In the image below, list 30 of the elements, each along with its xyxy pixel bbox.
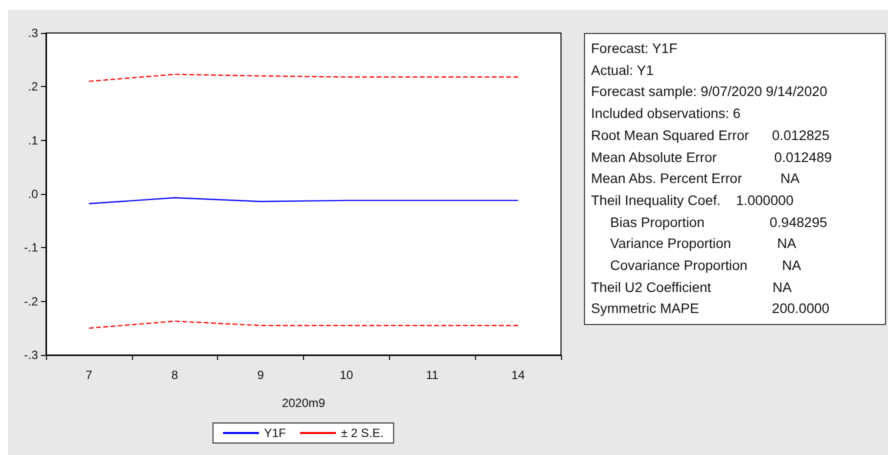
y-tick-label: -.2	[24, 294, 38, 308]
x-axis-title: 2020m9	[282, 396, 326, 410]
text: Bias Proportion 0.948295	[609, 214, 828, 232]
text: Mean Absolute Error 0.012489	[591, 148, 833, 167]
y-tick-label: .1	[28, 133, 38, 148]
y-tick-label: .3	[28, 26, 38, 40]
text: Symmetric MAPE 200.0000	[591, 300, 830, 318]
y-tick-label: .2	[28, 80, 38, 94]
text: Mean Abs. Percent Error NA	[591, 170, 801, 188]
y-tick-label: -.1	[24, 240, 38, 255]
text: Actual: Y1	[591, 62, 655, 80]
legend-label: Y1F	[264, 426, 286, 440]
line-series	[88, 74, 519, 82]
y-tick-label: -.3	[24, 348, 38, 362]
x-tick-label: 9	[257, 368, 264, 382]
legend-label: ± 2 S.E.	[341, 426, 384, 440]
y-tick-label: .0	[28, 187, 38, 201]
x-tick-label: 11	[426, 368, 439, 382]
text: Variance Proportion NA	[609, 235, 798, 254]
text: Included observations: 6	[591, 105, 742, 124]
text: Theil U2 Coefficient NA	[591, 278, 793, 297]
text: Root Mean Squared Error 0.012825	[591, 126, 831, 145]
x-tick-label: 10	[340, 368, 354, 382]
text: Theil Inequality Coef. 1.000000	[591, 192, 794, 210]
text: Forecast sample: 9/07/2020 9/14/2020	[591, 83, 828, 102]
text: Forecast: Y1F	[591, 40, 678, 58]
x-tick-label: 14	[511, 368, 526, 382]
x-tick-label: 7	[86, 368, 93, 382]
x-tick-label: 8	[171, 368, 178, 382]
text: Covariance Proportion NA	[609, 257, 802, 276]
